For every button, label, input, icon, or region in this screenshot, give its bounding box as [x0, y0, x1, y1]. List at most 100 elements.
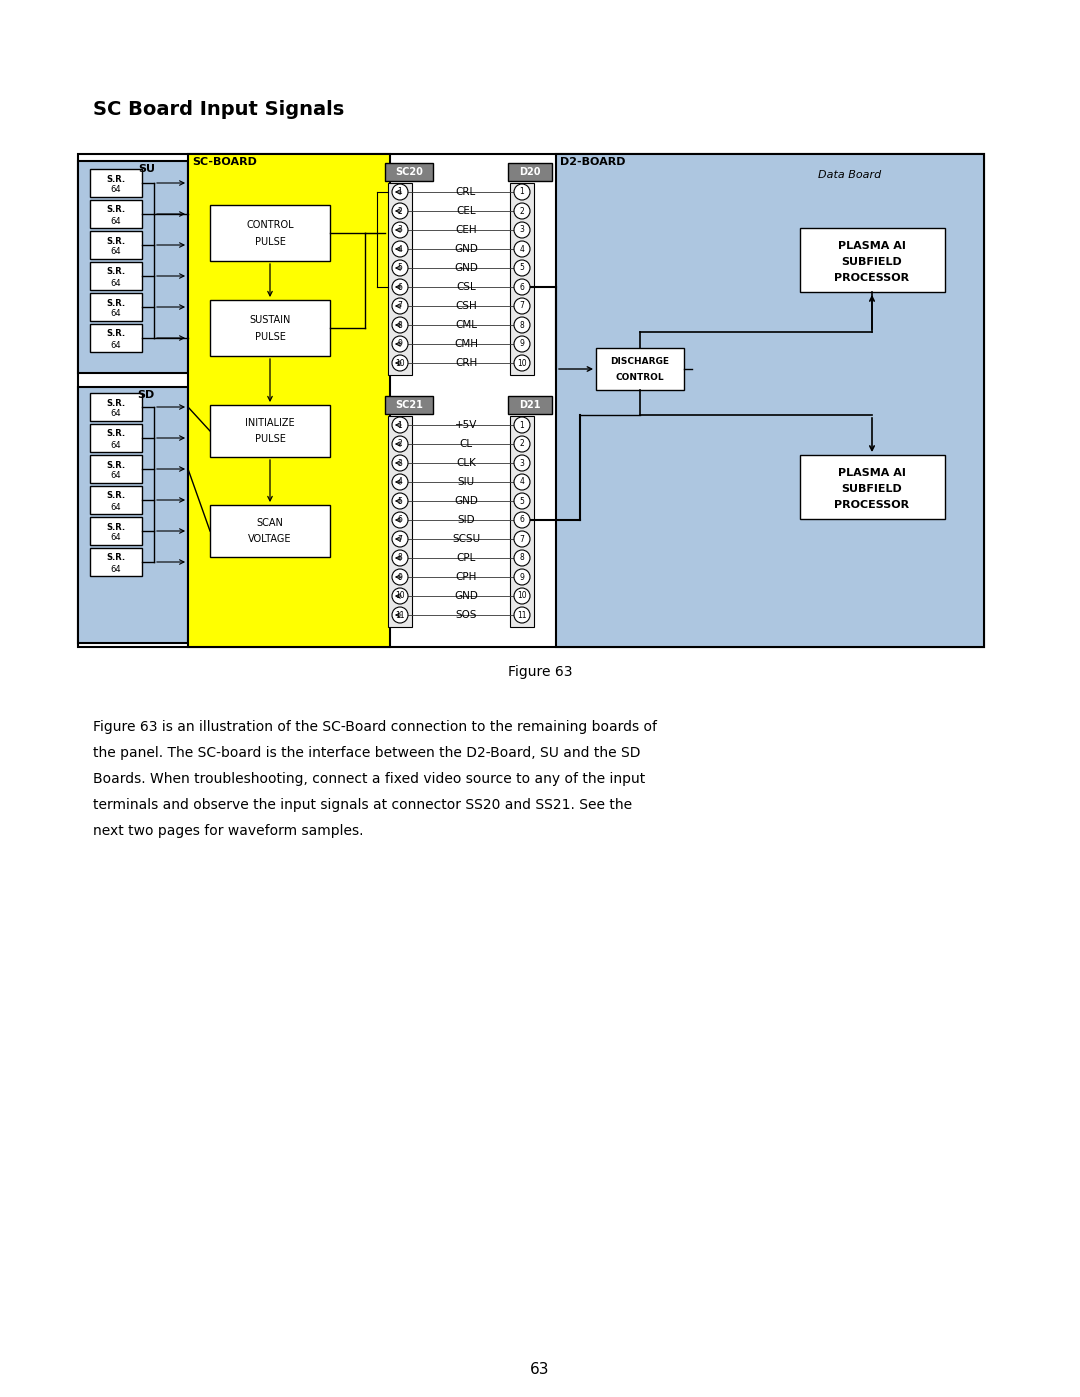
Circle shape — [392, 416, 408, 433]
Circle shape — [514, 436, 530, 453]
Text: 5: 5 — [519, 264, 525, 272]
Circle shape — [514, 608, 530, 623]
Text: 1: 1 — [519, 420, 525, 429]
Text: 7: 7 — [519, 535, 525, 543]
Text: 2: 2 — [519, 440, 525, 448]
Text: 64: 64 — [110, 278, 121, 288]
Bar — [90, 200, 141, 228]
Bar — [210, 405, 330, 457]
Text: 7: 7 — [397, 535, 403, 543]
Circle shape — [514, 337, 530, 352]
Text: SC20: SC20 — [395, 168, 423, 177]
Text: 7: 7 — [397, 302, 403, 310]
Text: 10: 10 — [395, 591, 405, 601]
Bar — [596, 348, 684, 390]
Text: CRL: CRL — [456, 187, 476, 197]
Bar — [78, 154, 984, 647]
Bar — [384, 163, 433, 182]
Text: 10: 10 — [395, 359, 405, 367]
Text: CPL: CPL — [457, 553, 475, 563]
Text: 5: 5 — [397, 264, 403, 272]
Circle shape — [392, 474, 408, 490]
Text: 9: 9 — [397, 339, 403, 348]
Text: SD: SD — [138, 390, 156, 400]
Text: 64: 64 — [110, 472, 121, 481]
Bar — [90, 324, 141, 352]
Text: 6: 6 — [397, 282, 403, 292]
Text: S.R.: S.R. — [107, 205, 125, 215]
Text: +5V: +5V — [455, 420, 477, 430]
Circle shape — [514, 279, 530, 295]
Text: SC21: SC21 — [395, 400, 423, 409]
Text: CEH: CEH — [455, 225, 476, 235]
Text: S.R.: S.R. — [107, 461, 125, 469]
Text: S.R.: S.R. — [107, 330, 125, 338]
Circle shape — [392, 337, 408, 352]
Circle shape — [514, 493, 530, 509]
Bar — [90, 263, 141, 291]
Circle shape — [514, 298, 530, 314]
Text: 64: 64 — [110, 440, 121, 450]
Text: 9: 9 — [519, 573, 525, 581]
Circle shape — [514, 511, 530, 528]
Text: SC Board Input Signals: SC Board Input Signals — [93, 101, 345, 119]
Circle shape — [514, 242, 530, 257]
Text: CONTROL: CONTROL — [616, 373, 664, 381]
Text: 3: 3 — [397, 225, 403, 235]
Text: Figure 63: Figure 63 — [508, 665, 572, 679]
Circle shape — [514, 222, 530, 237]
Bar — [90, 393, 141, 420]
Circle shape — [392, 608, 408, 623]
Circle shape — [514, 317, 530, 332]
Text: PROCESSOR: PROCESSOR — [835, 500, 909, 510]
Bar — [90, 425, 141, 453]
Text: 2: 2 — [397, 440, 403, 448]
Circle shape — [514, 203, 530, 219]
Text: 7: 7 — [519, 302, 525, 310]
Text: S.R.: S.R. — [107, 522, 125, 531]
Text: 9: 9 — [519, 339, 525, 348]
Text: 10: 10 — [517, 359, 527, 367]
Text: CLK: CLK — [456, 458, 476, 468]
Bar — [210, 300, 330, 356]
Text: S.R.: S.R. — [107, 267, 125, 277]
Text: SU: SU — [138, 163, 156, 175]
Text: 3: 3 — [519, 458, 525, 468]
Text: CSL: CSL — [456, 282, 476, 292]
Text: 3: 3 — [397, 458, 403, 468]
Bar — [388, 416, 411, 627]
Text: 10: 10 — [517, 591, 527, 601]
Text: 6: 6 — [519, 282, 525, 292]
Circle shape — [514, 184, 530, 200]
Text: 8: 8 — [397, 553, 403, 563]
Circle shape — [514, 550, 530, 566]
Text: 4: 4 — [397, 244, 403, 253]
Text: S.R.: S.R. — [107, 492, 125, 500]
Bar — [90, 169, 141, 197]
Text: D20: D20 — [519, 168, 541, 177]
Bar — [800, 455, 945, 520]
Text: 8: 8 — [397, 320, 403, 330]
Text: SUBFIELD: SUBFIELD — [841, 257, 903, 267]
Text: S.R.: S.R. — [107, 429, 125, 439]
Circle shape — [392, 511, 408, 528]
Text: CMH: CMH — [454, 339, 478, 349]
Text: GND: GND — [454, 244, 478, 254]
Circle shape — [392, 260, 408, 277]
Text: 64: 64 — [110, 409, 121, 419]
Text: 8: 8 — [519, 320, 525, 330]
Bar — [510, 183, 534, 374]
Text: INITIALIZE: INITIALIZE — [245, 418, 295, 427]
Text: SIU: SIU — [458, 476, 474, 488]
Circle shape — [392, 550, 408, 566]
Bar — [510, 416, 534, 627]
Circle shape — [514, 416, 530, 433]
Text: CEL: CEL — [456, 205, 476, 217]
Text: GND: GND — [454, 591, 478, 601]
Text: terminals and observe the input signals at connector SS20 and SS21. See the: terminals and observe the input signals … — [93, 798, 632, 812]
Text: S.R.: S.R. — [107, 236, 125, 246]
Bar — [78, 387, 188, 643]
Text: 2: 2 — [397, 207, 403, 215]
Text: SCSU: SCSU — [451, 534, 481, 543]
Circle shape — [392, 493, 408, 509]
